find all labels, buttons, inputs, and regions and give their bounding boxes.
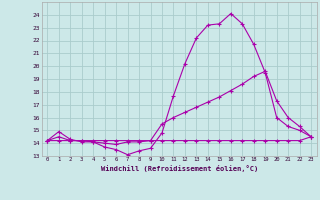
X-axis label: Windchill (Refroidissement éolien,°C): Windchill (Refroidissement éolien,°C) (100, 165, 258, 172)
